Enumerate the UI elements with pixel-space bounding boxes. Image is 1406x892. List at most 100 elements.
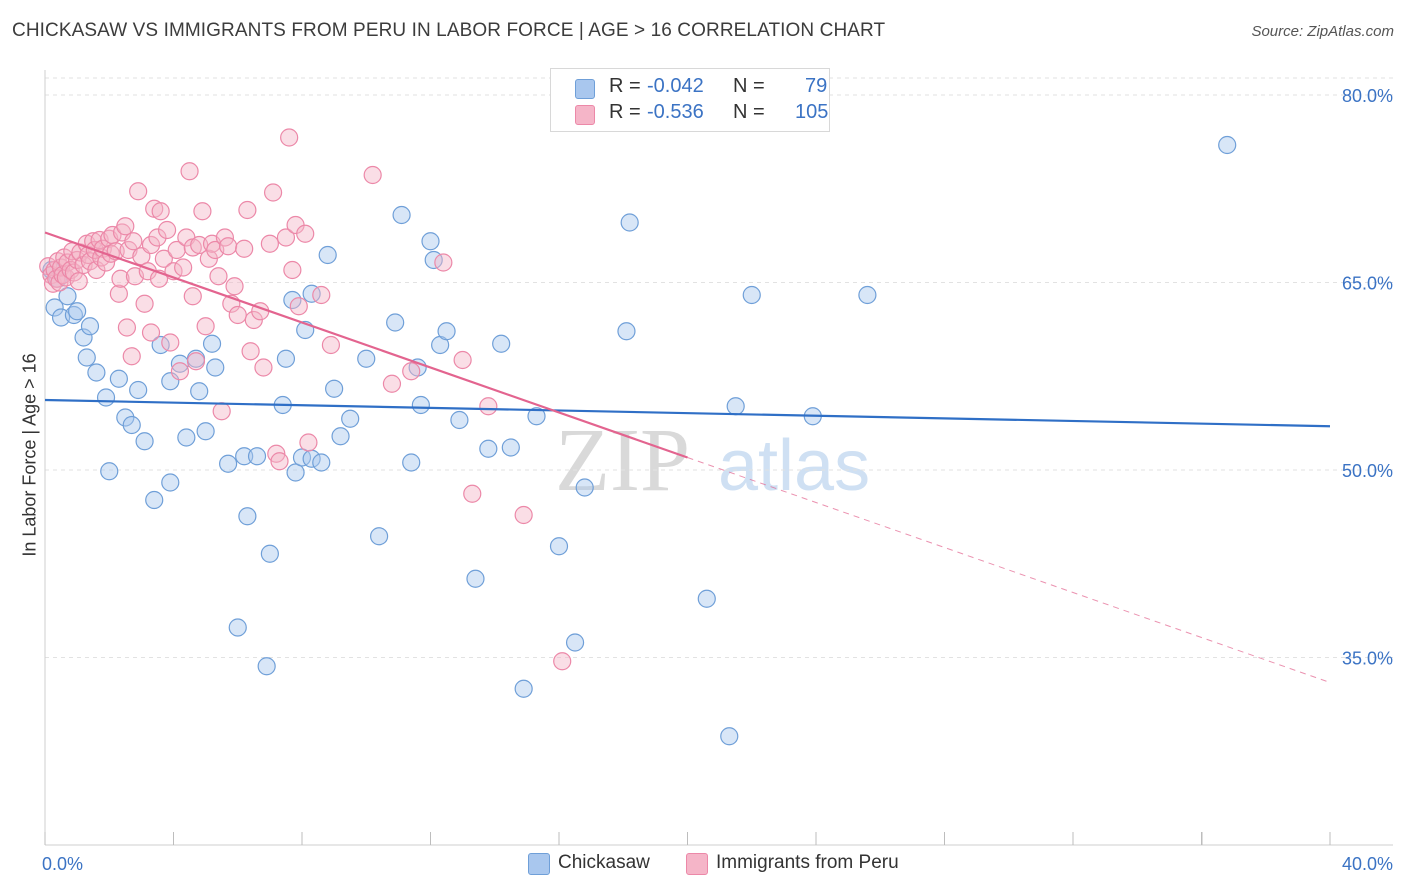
chickasaw-point — [514, 679, 533, 698]
chickasaw-point — [161, 372, 180, 391]
peru-point — [183, 287, 202, 306]
chickasaw-point — [109, 369, 128, 388]
chickasaw-point — [742, 285, 761, 305]
peru-point — [135, 294, 154, 313]
chickasaw-point — [565, 633, 585, 652]
peru-point — [161, 333, 180, 352]
peru-point — [283, 260, 302, 280]
chart-source: Source: ZipAtlas.com — [1251, 23, 1394, 40]
chickasaw-point — [122, 415, 141, 435]
peru-point — [129, 182, 148, 201]
chickasaw-point — [370, 527, 389, 546]
legend-swatch-chickasaw — [575, 79, 595, 99]
chickasaw-point — [45, 298, 64, 317]
chickasaw-point — [331, 427, 350, 446]
chickasaw-point — [450, 410, 469, 430]
peru-point — [154, 249, 173, 268]
peru-point — [463, 484, 482, 503]
legend-n-label: N = — [733, 101, 765, 123]
bottom-legend-swatch-peru — [686, 853, 708, 875]
chickasaw-point — [575, 478, 594, 497]
peru-point — [553, 652, 572, 671]
chickasaw-point — [492, 334, 511, 353]
chickasaw-point — [196, 422, 215, 441]
peru-point — [174, 258, 193, 277]
chickasaw-point — [100, 462, 119, 481]
legend-swatch-peru — [575, 105, 595, 125]
chickasaw-point — [116, 408, 135, 427]
peru-point — [141, 235, 161, 255]
y-tick-label: 50.0% — [1342, 461, 1393, 481]
bottom-legend-label: Immigrants from Peru — [716, 852, 899, 873]
peru-point — [453, 350, 472, 370]
peru-point — [141, 323, 161, 342]
correlation-legend: R = -0.042 N = 79 R = -0.536 N = 105 — [550, 68, 830, 132]
chickasaw-point — [437, 322, 456, 341]
peru-point — [241, 342, 260, 361]
chickasaw-point — [129, 380, 148, 400]
peru-point — [514, 505, 533, 525]
chickasaw-point — [411, 395, 430, 415]
bottom-legend-swatch-chickasaw — [528, 853, 550, 875]
legend-r-label: R = — [609, 75, 641, 97]
chickasaw-point — [402, 453, 421, 472]
x-tick-label: 40.0% — [1342, 854, 1393, 874]
peru-point — [363, 165, 382, 185]
legend-r-value: -0.042 — [647, 75, 704, 97]
chickasaw-point — [392, 205, 411, 225]
chart-title: CHICKASAW VS IMMIGRANTS FROM PERU IN LAB… — [12, 20, 886, 41]
chickasaw-point — [206, 358, 225, 377]
peru-point — [225, 277, 244, 296]
peru-trendline-extension — [687, 457, 1331, 683]
chickasaw-point — [341, 409, 360, 428]
peru-point — [254, 358, 273, 377]
chickasaw-trendline — [44, 398, 1331, 428]
peru-point — [180, 162, 199, 181]
peru-point — [69, 272, 88, 291]
peru-point — [228, 305, 247, 325]
peru-point — [116, 217, 135, 236]
peru-point — [296, 224, 315, 243]
chickasaw-point — [80, 317, 100, 336]
peru-point — [312, 285, 331, 305]
peru-point — [434, 253, 453, 272]
peru-point — [196, 317, 215, 336]
chickasaw-point — [858, 285, 877, 305]
chickasaw-point — [421, 232, 440, 251]
chickasaw-point — [135, 432, 154, 451]
y-tick-label: 35.0% — [1342, 649, 1393, 669]
peru-point — [235, 239, 254, 258]
chickasaw-point — [325, 379, 344, 398]
peru-point — [122, 347, 141, 366]
peru-point — [151, 202, 170, 221]
chickasaw-point — [292, 448, 312, 467]
peru-point — [219, 237, 238, 256]
y-tick-label: 65.0% — [1342, 274, 1393, 294]
chickasaw-point — [74, 328, 93, 347]
chickasaw-point — [68, 302, 87, 321]
chickasaw-point — [617, 322, 636, 341]
peru-point — [238, 200, 257, 220]
chickasaw-point — [276, 349, 296, 368]
y-tick-label: 80.0% — [1342, 86, 1393, 106]
peru-point — [157, 220, 177, 240]
chickasaw-point — [1218, 135, 1237, 155]
chickasaw-point — [479, 439, 498, 458]
peru-point — [212, 402, 231, 421]
chickasaw-point — [357, 349, 376, 368]
peru-point — [193, 202, 212, 221]
chickasaw-point — [527, 407, 546, 426]
chickasaw-point — [96, 388, 116, 407]
chickasaw-point — [260, 544, 279, 563]
peru-point — [382, 374, 402, 393]
legend-r-value: -0.536 — [647, 101, 704, 123]
chickasaw-point — [238, 507, 257, 526]
peru-point — [276, 228, 296, 247]
legend-n-value: 79 — [805, 75, 828, 97]
x-tick-label: 0.0% — [42, 854, 83, 874]
bottom-legend-label: Chickasaw — [558, 852, 650, 873]
peru-point — [402, 362, 421, 381]
chickasaw-point — [247, 447, 267, 466]
chickasaw-point — [726, 397, 745, 416]
chickasaw-point — [190, 382, 209, 401]
